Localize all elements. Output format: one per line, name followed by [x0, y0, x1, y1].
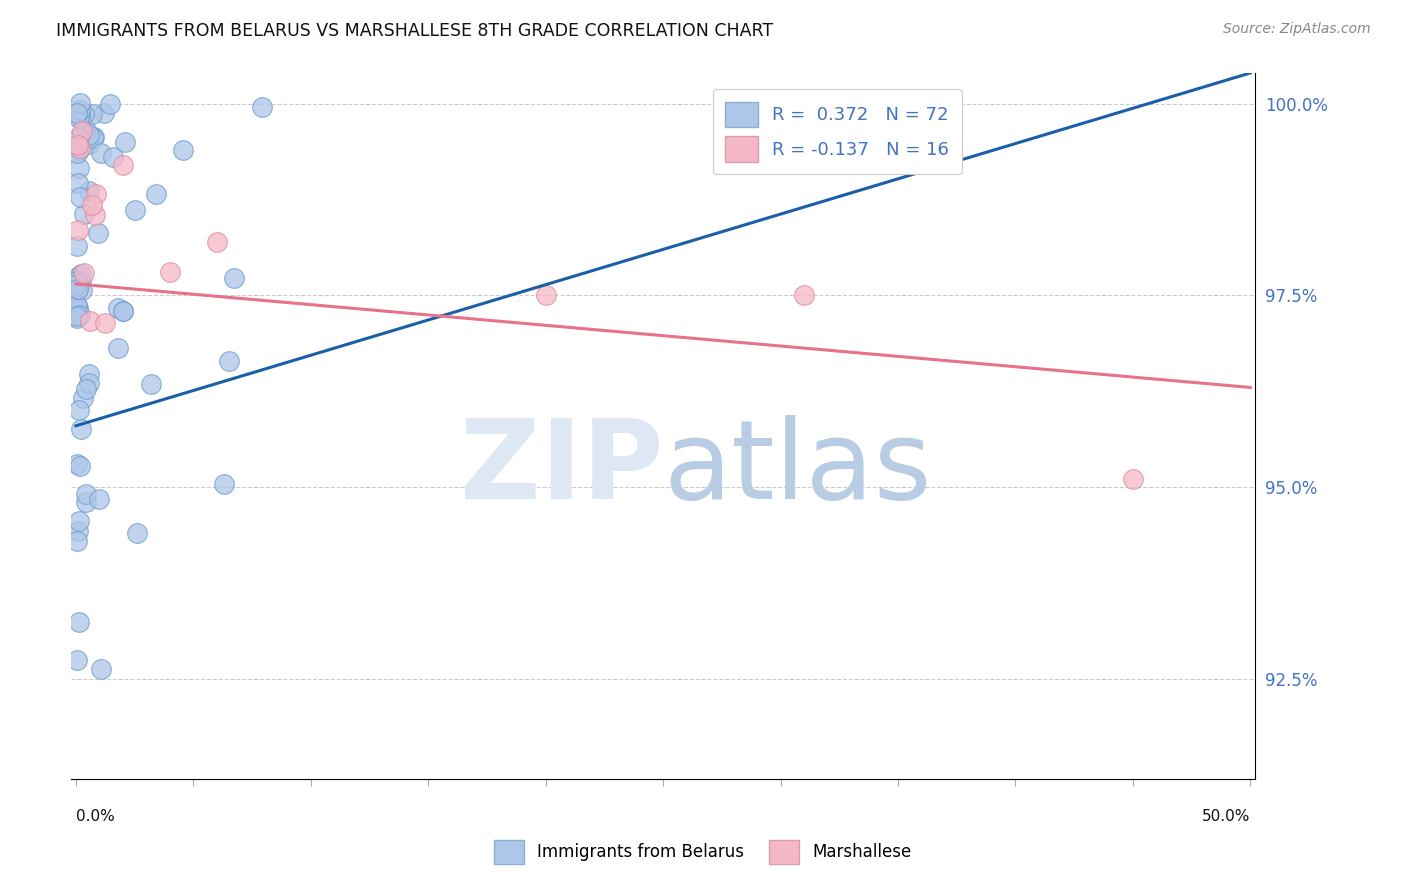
- Point: [218, 354, 240, 368]
- Point: [793, 288, 815, 302]
- Point: [250, 100, 273, 114]
- Point: [159, 265, 181, 279]
- Point: [67, 177, 90, 191]
- Point: [67, 301, 90, 315]
- Point: [107, 342, 129, 356]
- Point: [69, 267, 91, 281]
- Point: [66, 275, 89, 289]
- Point: [67, 524, 90, 538]
- Point: [67, 615, 90, 629]
- Point: [77, 136, 100, 151]
- Point: [67, 282, 90, 296]
- Point: [69, 107, 91, 121]
- Text: IMMIGRANTS FROM BELARUS VS MARSHALLESE 8TH GRADE CORRELATION CHART: IMMIGRANTS FROM BELARUS VS MARSHALLESE 8…: [56, 22, 773, 40]
- Point: [69, 190, 91, 204]
- Point: [107, 301, 129, 315]
- Point: [69, 458, 91, 473]
- Point: [67, 223, 90, 237]
- Point: [67, 161, 90, 176]
- Point: [90, 662, 112, 676]
- Text: Source: ZipAtlas.com: Source: ZipAtlas.com: [1223, 22, 1371, 37]
- Point: [69, 141, 91, 155]
- Point: [67, 112, 90, 126]
- Point: [67, 143, 90, 157]
- Point: [73, 266, 96, 280]
- Point: [145, 186, 167, 201]
- Point: [66, 652, 89, 666]
- Point: [66, 277, 89, 291]
- Point: [70, 274, 93, 288]
- Point: [72, 123, 94, 137]
- Point: [212, 476, 235, 491]
- Point: [84, 186, 107, 201]
- Point: [67, 138, 90, 153]
- Point: [73, 107, 96, 121]
- Point: [205, 235, 228, 249]
- Point: [69, 95, 91, 110]
- Point: [72, 391, 94, 405]
- Point: [66, 298, 89, 312]
- Point: [94, 316, 117, 330]
- Point: [77, 376, 100, 390]
- Point: [80, 198, 103, 212]
- Point: [66, 310, 89, 325]
- Point: [75, 487, 97, 501]
- Point: [111, 304, 134, 318]
- Point: [69, 112, 91, 127]
- Point: [114, 135, 136, 149]
- Point: [66, 145, 89, 160]
- Point: [75, 495, 97, 509]
- Point: [124, 203, 146, 218]
- Text: 0.0%: 0.0%: [76, 809, 115, 824]
- Legend: R =  0.372   N = 72, R = -0.137   N = 16: R = 0.372 N = 72, R = -0.137 N = 16: [713, 89, 962, 175]
- Point: [77, 184, 100, 198]
- Point: [66, 310, 89, 324]
- Legend: Immigrants from Belarus, Marshallese: Immigrants from Belarus, Marshallese: [488, 833, 918, 871]
- Point: [70, 422, 93, 436]
- Point: [66, 533, 89, 548]
- Point: [98, 97, 121, 112]
- Point: [1122, 473, 1144, 487]
- Point: [79, 314, 101, 328]
- Point: [66, 301, 89, 315]
- Point: [93, 105, 115, 120]
- Point: [111, 158, 134, 172]
- Point: [222, 271, 245, 285]
- Point: [67, 130, 90, 145]
- Point: [66, 238, 89, 252]
- Point: [67, 514, 90, 528]
- Point: [69, 308, 91, 322]
- Point: [72, 283, 94, 297]
- Point: [73, 206, 96, 220]
- Point: [82, 106, 104, 120]
- Point: [67, 402, 90, 417]
- Point: [101, 150, 124, 164]
- Point: [82, 131, 104, 145]
- Point: [73, 121, 96, 136]
- Point: [66, 282, 89, 296]
- Point: [89, 492, 111, 507]
- Point: [127, 525, 149, 540]
- Point: [77, 128, 100, 143]
- Point: [534, 288, 557, 302]
- Point: [84, 208, 107, 222]
- Point: [83, 130, 105, 145]
- Text: ZIP: ZIP: [460, 415, 664, 522]
- Point: [90, 146, 112, 161]
- Point: [66, 458, 89, 472]
- Point: [69, 103, 91, 117]
- Point: [77, 367, 100, 381]
- Point: [172, 143, 194, 157]
- Point: [75, 382, 97, 396]
- Point: [112, 304, 135, 318]
- Text: atlas: atlas: [664, 415, 932, 522]
- Point: [67, 268, 90, 283]
- Text: 50.0%: 50.0%: [1202, 809, 1250, 824]
- Point: [139, 377, 162, 392]
- Point: [86, 226, 108, 240]
- Point: [66, 105, 89, 120]
